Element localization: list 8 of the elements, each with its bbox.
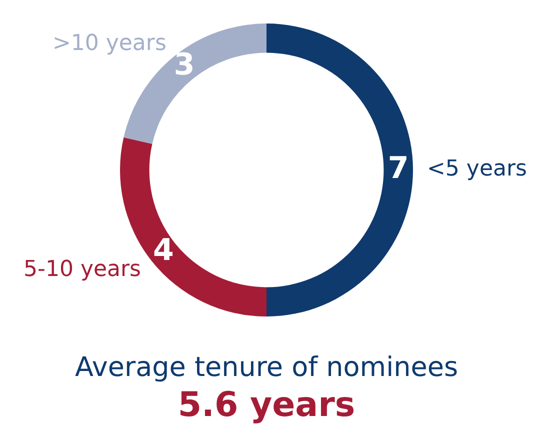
slice-label: <5 years — [427, 156, 527, 182]
data-label: 3 — [174, 48, 195, 83]
data-label: 4 — [152, 233, 174, 268]
data-label: 7 — [388, 150, 409, 186]
slice-label: >10 years — [52, 31, 166, 56]
text: 5.6 years — [176, 385, 356, 425]
slice-label: 5-10 years — [24, 256, 142, 282]
text: Average tenure of nominees — [74, 352, 460, 383]
